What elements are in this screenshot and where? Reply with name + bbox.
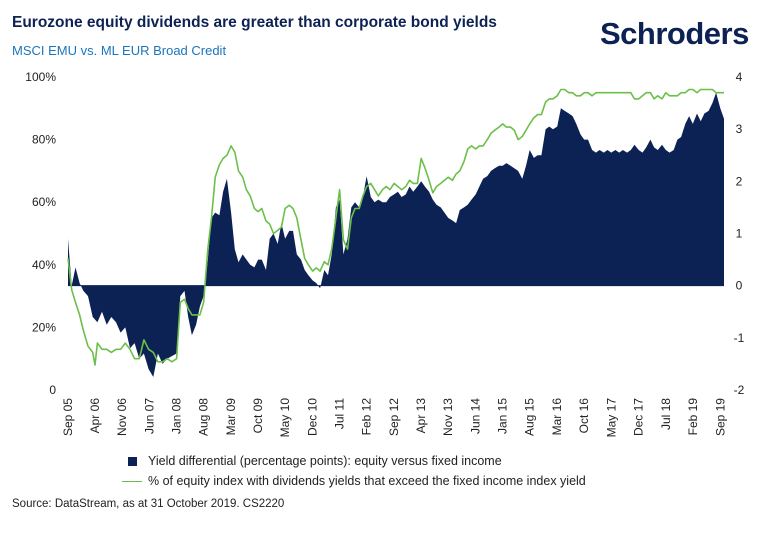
- x-tick-label: Sep 12: [387, 398, 401, 436]
- legend-item-dividend-share: % of equity index with dividends yields …: [122, 471, 586, 491]
- x-tick-label: Sep 19: [713, 398, 727, 436]
- legend-label-dividend-share: % of equity index with dividends yields …: [148, 474, 586, 488]
- y-axis-right: -2 -1 0 1 2 3 4: [734, 70, 745, 397]
- legend-item-yield-differential: Yield differential (percentage points): …: [122, 451, 586, 471]
- yield-differential-area: [68, 92, 724, 377]
- x-tick-label: Apr 13: [414, 398, 428, 434]
- y-right-tick-label: -1: [734, 331, 745, 345]
- y-left-tick-label: 100%: [25, 70, 56, 84]
- y-right-tick-label: 0: [736, 279, 743, 293]
- y-axis-left: 0 20% 40% 60% 80% 100%: [25, 70, 56, 397]
- legend-swatch-area: [128, 456, 137, 466]
- x-tick-label: Jul 11: [333, 398, 347, 429]
- legend-swatch-line: [122, 480, 142, 482]
- x-tick-label: Mar 09: [224, 398, 238, 436]
- x-tick-label: Jan 08: [170, 398, 184, 434]
- x-tick-label: May 10: [278, 398, 292, 438]
- y-left-tick-label: 20%: [32, 320, 56, 334]
- chart-title: Eurozone equity dividends are greater th…: [12, 14, 497, 31]
- source-note: Source: DataStream, as at 31 October 201…: [12, 498, 285, 510]
- x-tick-label: May 17: [604, 398, 618, 438]
- x-tick-label: Dec 17: [632, 398, 646, 436]
- dividend-share-line: [67, 88, 724, 366]
- chart-subtitle: MSCI EMU vs. ML EUR Broad Credit: [12, 43, 227, 58]
- y-left-tick-label: 40%: [32, 258, 56, 272]
- x-tick-label: Jun 07: [143, 398, 157, 434]
- x-tick-label: Oct 16: [577, 398, 591, 434]
- schroders-logo: Schroders: [600, 16, 749, 51]
- yield-differential-area-layer: [68, 92, 724, 377]
- x-tick-label: Aug 15: [523, 398, 537, 436]
- x-tick-label: Jun 14: [469, 398, 483, 434]
- x-tick-label: Aug 08: [197, 398, 211, 436]
- x-tick-label: Jul 18: [659, 398, 673, 430]
- y-right-tick-label: 2: [736, 174, 743, 188]
- y-left-tick-label: 0: [49, 383, 56, 397]
- y-right-tick-label: 1: [736, 227, 743, 241]
- x-tick-label: Mar 16: [550, 398, 564, 436]
- x-tick-label: Apr 06: [88, 398, 102, 434]
- x-tick-label: Nov 06: [115, 398, 129, 436]
- x-tick-label: Feb 12: [360, 398, 374, 436]
- chart-legend: Yield differential (percentage points): …: [122, 451, 586, 491]
- x-tick-label: Oct 09: [251, 398, 265, 434]
- dividend-share-line-layer: [67, 88, 724, 366]
- y-right-tick-label: 3: [736, 122, 743, 136]
- x-axis: Sep 05 Apr 06 Nov 06 Jun 07 Jan 08 Aug 08 Mar …: [61, 398, 727, 438]
- y-right-tick-label: 4: [736, 70, 743, 84]
- y-left-tick-label: 60%: [32, 195, 56, 209]
- y-right-tick-label: -2: [734, 383, 745, 397]
- x-tick-label: Dec 10: [306, 398, 320, 436]
- x-tick-label: Sep 05: [61, 398, 75, 436]
- legend-label-yield-differential: Yield differential (percentage points): …: [148, 454, 502, 468]
- x-tick-label: Nov 13: [441, 398, 455, 436]
- x-tick-label: Jan 15: [496, 398, 510, 434]
- x-tick-label: Feb 19: [686, 398, 700, 436]
- y-left-tick-label: 80%: [32, 133, 56, 147]
